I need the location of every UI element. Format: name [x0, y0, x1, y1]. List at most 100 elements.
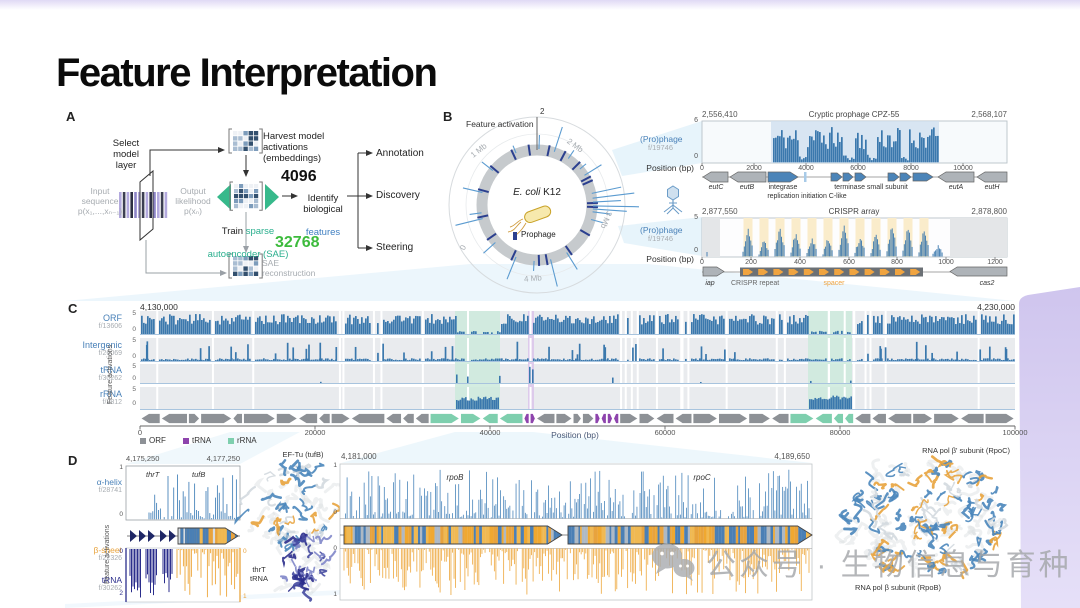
train-sae-label: Train sparse autoencoder (SAE)	[198, 215, 298, 271]
row-trna-id: f/30262	[98, 375, 122, 382]
position-label-2: Position (bp)	[646, 254, 694, 264]
c-t1-ymax: 5	[132, 310, 136, 317]
d-mid-end: 4,189,650	[774, 452, 810, 461]
feature-activation-axis-label: Feature activation	[466, 119, 534, 129]
axis-tick-label: 0	[700, 259, 704, 266]
d-left-ybot-0: 0	[119, 548, 123, 555]
gene-cas2-label: cas2	[979, 280, 995, 287]
thrt-trna-label: thrT tRNA	[250, 565, 268, 583]
d-right-ybot-1: 1	[243, 593, 247, 600]
watermark: 公众号 · 生物信息与育种	[650, 540, 1072, 584]
prophage-feature-label-1: (Pro)phage	[640, 134, 683, 144]
legend-swatch-rRNA	[228, 438, 234, 444]
c-t2-ymax: 5	[132, 337, 136, 344]
train-word: Train	[221, 226, 246, 238]
legend-label-ORF: ORF	[149, 436, 166, 445]
panel-d-label: D	[68, 453, 78, 468]
gene-eutH-label: eutH	[984, 184, 1000, 191]
input-sequence-label: Input sequence p(x₁,...,xₙ₋₁)	[77, 186, 123, 217]
track1-ymin: 0	[694, 153, 698, 160]
track2-ymax: 5	[694, 214, 698, 221]
axis-tick-label: 0	[700, 165, 704, 172]
panelc-start-coord: 4,130,000	[140, 302, 178, 312]
c-t3-ymax: 5	[132, 363, 136, 370]
track1-start-coord: 2,556,410	[702, 110, 738, 119]
embed-dim-value: 4096	[281, 168, 317, 185]
crispr-repeat-label: CRISPR repeat	[731, 280, 780, 287]
axis-tick-label: 400	[794, 259, 806, 266]
axis-tick-label: 6000	[850, 165, 866, 172]
c-t3-ymin: 0	[132, 375, 136, 382]
rpob-structure-label: RNA pol β subunit (RpoB)	[854, 583, 942, 592]
d-row-helix-id: f/28741	[98, 487, 122, 494]
gene-rpoB-label: rpoB	[446, 473, 464, 482]
latent-dim-value: 32768	[275, 234, 320, 251]
axis-tick-label: 20000	[304, 428, 326, 437]
row-rrna-id: f/2812	[102, 399, 122, 406]
axis-tick-label: 80000	[829, 428, 851, 437]
position-label-1: Position (bp)	[646, 163, 694, 173]
axis-tick-label: 800	[891, 259, 903, 266]
row-intergenic-name: Intergenic	[82, 340, 122, 350]
prophage-feature-label-2: (Pro)phage	[640, 225, 683, 235]
d-left-ytop-max: 1	[119, 464, 123, 471]
legend-swatch-tRNA	[183, 438, 189, 444]
axis-tick-label: 600	[843, 259, 855, 266]
legend-label-tRNA: tRNA	[192, 436, 212, 445]
d-left-ybot-2: 2	[119, 590, 123, 597]
row-rrna-name: rRNA	[100, 389, 122, 399]
identify-features-label: Identify biological features	[300, 182, 346, 249]
ecoli-bacterium-icon	[507, 205, 552, 236]
axis-tick-label: 10000	[953, 165, 973, 172]
d-left-end: 4,177,250	[206, 454, 240, 463]
d-row-helix-name: α-helix	[96, 477, 122, 487]
axis-tick-label: 40000	[479, 428, 501, 437]
organism-rest: K12	[540, 187, 561, 198]
track1-title: Cryptic prophage CPZ-55	[808, 110, 900, 119]
page-title: Feature Interpretation	[56, 51, 438, 95]
panel-a-label: A	[66, 109, 76, 124]
d-right-ybot-0: 0	[243, 548, 247, 555]
output-steering: Steering	[376, 242, 414, 253]
phage-icon	[663, 185, 683, 215]
c-t4-ymax: 5	[132, 386, 136, 393]
d-mid-y1b: 1	[333, 591, 337, 598]
d-mid-y0a: 0	[333, 509, 337, 516]
axis-max-value: 2	[540, 107, 545, 116]
axis-tick-label: 60000	[654, 428, 676, 437]
eftu-title: EF-Tu (tufB)	[282, 450, 324, 459]
panelc-ylabel: Feature activations	[107, 344, 114, 404]
legend-swatch-ORF	[140, 438, 146, 444]
track1-end-coord: 2,568,107	[971, 110, 1007, 119]
d-left-ylabel: Feature activations	[104, 524, 111, 584]
d-mid-y0b: 0	[333, 545, 337, 552]
track2-end-coord: 2,878,800	[971, 207, 1007, 216]
identify-line: Identify biological	[303, 193, 343, 216]
row-trna-name: tRNA	[100, 365, 122, 375]
d-left-start: 4,175,250	[126, 454, 160, 463]
panel-c-label: C	[68, 301, 78, 316]
c-t4-ymin: 0	[132, 400, 136, 407]
features-word: features	[305, 226, 341, 238]
train-sparse-word: sparse	[245, 226, 275, 238]
gene-eutA-label: eutA	[948, 184, 964, 191]
c-t2-ymin: 0	[132, 353, 136, 360]
prophage-legend-label: Prophage	[521, 230, 556, 239]
d-mid-start: 4,181,000	[341, 452, 377, 461]
legend-label-rRNA: rRNA	[237, 436, 257, 445]
prophage-feature-id-2: f/19746	[648, 234, 674, 243]
d-mid-y1: 1	[333, 462, 337, 469]
output-likelihood-label: Output likelihood p(xₙ)	[175, 186, 211, 217]
d-row-trna-id: f/30262	[98, 585, 122, 592]
panelc-end-coord: 4,230,000	[977, 302, 1015, 312]
d-row-sheet-id: f/22326	[98, 555, 122, 562]
train-line2: autoencoder (SAE)	[207, 248, 289, 260]
select-model-layer-label: Select model layer	[112, 138, 140, 172]
track2-start-coord: 2,877,550	[702, 207, 738, 216]
top-edge-gradient	[0, 0, 1080, 10]
row-orf-id: f/13606	[98, 323, 122, 330]
gene-tufB-label: tufB	[192, 470, 206, 479]
axis-tick-label: 0	[137, 428, 143, 437]
harvest-activations-label: Harvest model activations (embeddings)	[263, 131, 325, 165]
axis-tick-label: 100000	[1002, 428, 1028, 437]
